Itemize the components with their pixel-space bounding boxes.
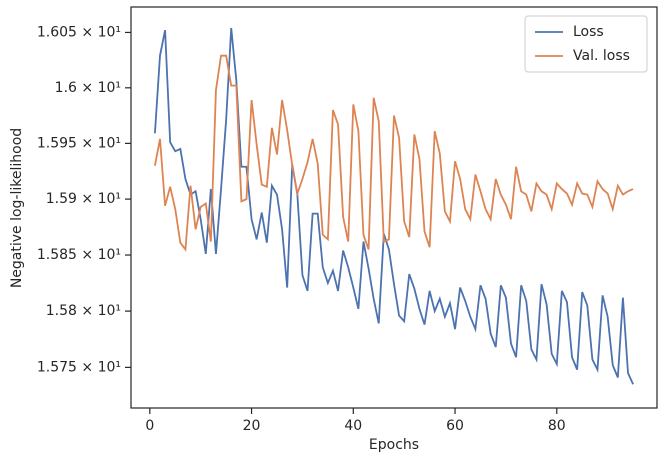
- legend-label: Loss: [573, 24, 604, 40]
- plot-frame: [130, 6, 658, 409]
- y-tick-label: 1.605 × 10¹: [37, 24, 121, 40]
- y-axis-label: Negative log-likelihood: [9, 128, 25, 288]
- x-tick-label: 80: [548, 418, 566, 434]
- series-line: [154, 54, 634, 252]
- legend-box: [524, 15, 648, 73]
- y-tick-label: 1.6 × 10¹: [55, 80, 121, 96]
- x-tick-label: 20: [243, 418, 261, 434]
- y-tick-label: 1.58 × 10¹: [46, 303, 121, 319]
- y-tick-label: 1.59 × 10¹: [46, 191, 121, 207]
- series-line: [154, 27, 634, 385]
- x-tick-label: 0: [145, 418, 154, 434]
- legend-label: Val. loss: [573, 48, 630, 64]
- y-tick-label: 1.595 × 10¹: [37, 135, 121, 151]
- x-axis-label: Epochs: [369, 437, 419, 453]
- x-tick-label: 40: [344, 418, 362, 434]
- y-tick-label: 1.585 × 10¹: [37, 247, 121, 263]
- x-tick-label: 60: [446, 418, 464, 434]
- y-tick-label: 1.575 × 10¹: [37, 359, 121, 375]
